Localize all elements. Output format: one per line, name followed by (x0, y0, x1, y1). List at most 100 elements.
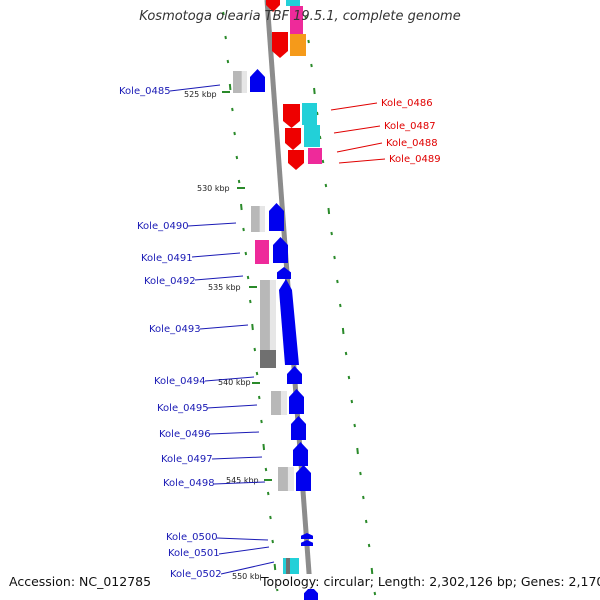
label-leader-line (187, 222, 237, 227)
gene-arrow-0486 (283, 104, 300, 128)
label-leader-line (199, 324, 249, 330)
gene-arrow-0495 (289, 389, 304, 414)
label-leader-line (218, 546, 270, 555)
outer-tick-mark (310, 63, 313, 68)
gene-arrow-0496 (291, 416, 306, 440)
label-leader-line (333, 125, 381, 134)
gene-arrow-0492 (277, 267, 291, 279)
label-leader-line (213, 481, 266, 485)
inner-tick-mark (255, 371, 259, 376)
outer-tick-mark (362, 495, 365, 500)
outer-tick-mark (364, 519, 368, 524)
gene-label-kole-0485[interactable]: Kole_0485 (119, 86, 171, 97)
label-leader-line (330, 102, 378, 111)
outer-tick-mark (333, 255, 336, 260)
feature-0485-gray-highlight (241, 71, 247, 93)
inner-tick-mark (257, 395, 261, 400)
gene-label-kole-0489[interactable]: Kole_0489 (389, 154, 441, 165)
gene-arrow-0503 (304, 586, 318, 600)
label-leaders (169, 84, 386, 575)
outer-tick-mark (315, 111, 319, 116)
outer-tick-mark (307, 39, 310, 44)
gene-label-kole-0498[interactable]: Kole_0498 (163, 478, 215, 489)
outer-tick-mark (313, 87, 316, 95)
gene-arrow-0493 (279, 279, 299, 365)
gene-label-kole-0490[interactable]: Kole_0490 (137, 221, 189, 232)
inner-ticks (222, 11, 279, 592)
inner-tick-mark (273, 563, 277, 571)
feature-top-magenta (290, 6, 303, 34)
outer-tick-mark (344, 351, 348, 356)
inner-tick-mark (249, 299, 252, 304)
feature-0493-gray-dark-segment (260, 350, 276, 368)
gene-label-kole-0497[interactable]: Kole_0497 (161, 454, 213, 465)
inner-tick-mark (231, 107, 234, 112)
inner-tick-mark (262, 443, 266, 451)
outer-tick-mark (356, 447, 359, 455)
kbp-tick-label: 525 kbp (184, 90, 217, 99)
gene-label-kole-0487[interactable]: Kole_0487 (384, 121, 436, 132)
gene-arrow-0485 (250, 69, 265, 92)
label-leader-line (216, 537, 269, 541)
inner-tick-mark (244, 251, 248, 256)
gene-arrow-top-red (266, 0, 280, 12)
outer-tick-mark (336, 279, 339, 284)
outer-tick-mark (367, 543, 371, 548)
label-leader-line (191, 252, 241, 258)
gene-label-kole-0496[interactable]: Kole_0496 (159, 429, 211, 440)
gene-labels: Kole_0485 Kole_0490 Kole_0491 Kole_0492 Kole… (119, 86, 441, 580)
gene-label-kole-0486[interactable]: Kole_0486 (381, 98, 433, 109)
outer-tick-mark (370, 567, 374, 575)
inner-tick-mark (260, 419, 263, 424)
label-leader-line (194, 275, 244, 281)
label-leader-line (169, 84, 221, 92)
gene-label-kole-0492[interactable]: Kole_0492 (144, 276, 196, 287)
outer-tick-mark (330, 231, 333, 236)
gene-label-kole-0495[interactable]: Kole_0495 (157, 403, 209, 414)
kbp-scale: 525 kbp 530 kbp 535 kbp 540 kbp 545 kbp 550 k… (184, 90, 278, 581)
kbp-tick-label: 530 kbp (197, 184, 230, 193)
feature-top-orange (290, 34, 306, 56)
inner-tick-mark (251, 323, 254, 331)
inner-tick-mark (242, 227, 245, 232)
outer-tick-mark (353, 423, 356, 428)
gene-arrow-0501 (301, 540, 313, 546)
gene-label-kole-0502[interactable]: Kole_0502 (170, 569, 222, 580)
gene-arrow-0491 (273, 237, 288, 263)
gene-arrow-0490 (269, 203, 284, 231)
feature-0488-magenta (308, 148, 322, 164)
label-leader-line (336, 142, 383, 153)
inner-tick-mark (240, 203, 243, 211)
inner-tick-mark (222, 11, 225, 16)
outer-tick-mark (321, 159, 325, 164)
feature-0495-gray-highlight (280, 391, 287, 415)
feature-0502-dark (286, 558, 290, 574)
kbp-tick-label: 535 kbp (208, 283, 241, 292)
gene-arrow-0487 (285, 128, 301, 150)
gene-arrow-0498 (296, 465, 311, 491)
label-leader-line (338, 158, 386, 164)
inner-tick-mark (233, 131, 236, 136)
label-leader-line (220, 561, 275, 575)
inner-tick-mark (235, 155, 239, 160)
outer-tick-mark (350, 399, 354, 404)
kbp-tick-label: 545 kbp (226, 476, 259, 485)
topology-text: Topology: circular; Length: 2,302,126 bp… (261, 574, 600, 589)
gene-label-kole-0500[interactable]: Kole_0500 (166, 532, 218, 543)
outer-tick-mark (304, 15, 308, 20)
gene-arrow-0488 (288, 150, 304, 170)
gene-arrow-0494 (287, 366, 302, 384)
gene-arrow-top-red-2 (272, 32, 288, 58)
outer-tick-mark (324, 183, 328, 188)
gene-label-kole-0491[interactable]: Kole_0491 (141, 253, 193, 264)
inner-tick-mark (228, 83, 232, 91)
outer-tick-mark (341, 327, 345, 335)
label-leader-line (211, 456, 263, 460)
gene-label-kole-0488[interactable]: Kole_0488 (386, 138, 438, 149)
gene-label-kole-0494[interactable]: Kole_0494 (154, 376, 206, 387)
gene-label-kole-0493[interactable]: Kole_0493 (149, 324, 201, 335)
inner-tick-mark (224, 35, 227, 40)
gene-label-kole-0501[interactable]: Kole_0501 (168, 548, 220, 559)
